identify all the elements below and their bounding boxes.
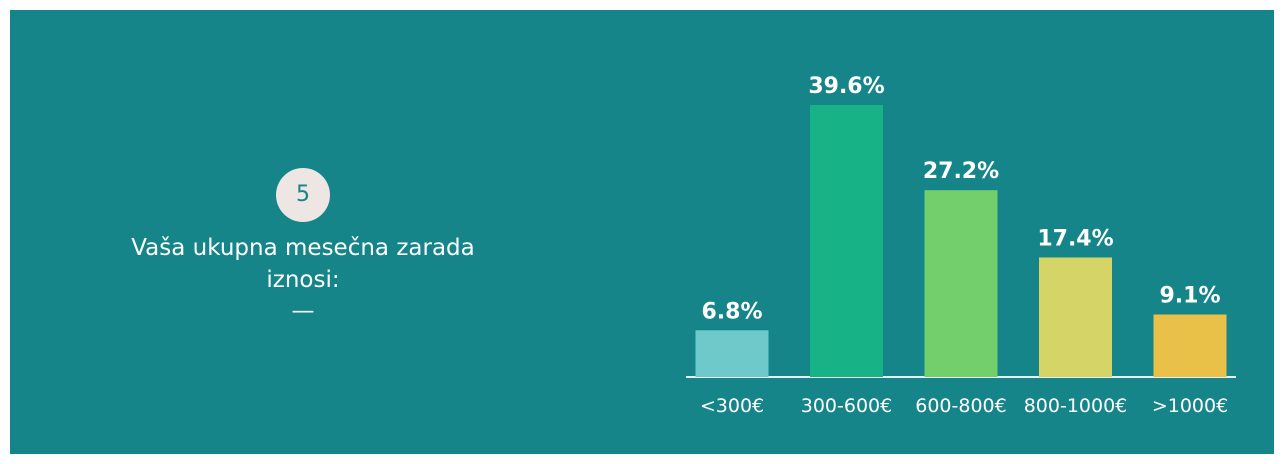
badge: 5 [276,168,330,222]
bar [1153,314,1227,377]
value-label: 9.1% [1159,283,1220,308]
bar [695,330,769,377]
separator: — [291,298,315,324]
category-label: 800-1000€ [1024,395,1128,417]
bar [1039,257,1112,377]
question-block: 5 Vaša ukupna mesečna zarada iznosi: — [103,168,503,326]
bar [810,105,883,377]
value-label: 17.4% [1037,226,1113,251]
question: Vaša ukupna mesečna zarada iznosi: [131,235,475,293]
panel [10,10,1274,454]
bar [924,190,998,377]
category-label: >1000€ [1152,395,1228,417]
value-label: 39.6% [808,74,884,99]
category-label: <300€ [700,395,764,417]
value-label: 27.2% [923,159,999,184]
category-label: 600-800€ [915,395,1006,417]
category-label: 300-600€ [801,395,892,417]
value-label: 6.8% [701,299,762,324]
